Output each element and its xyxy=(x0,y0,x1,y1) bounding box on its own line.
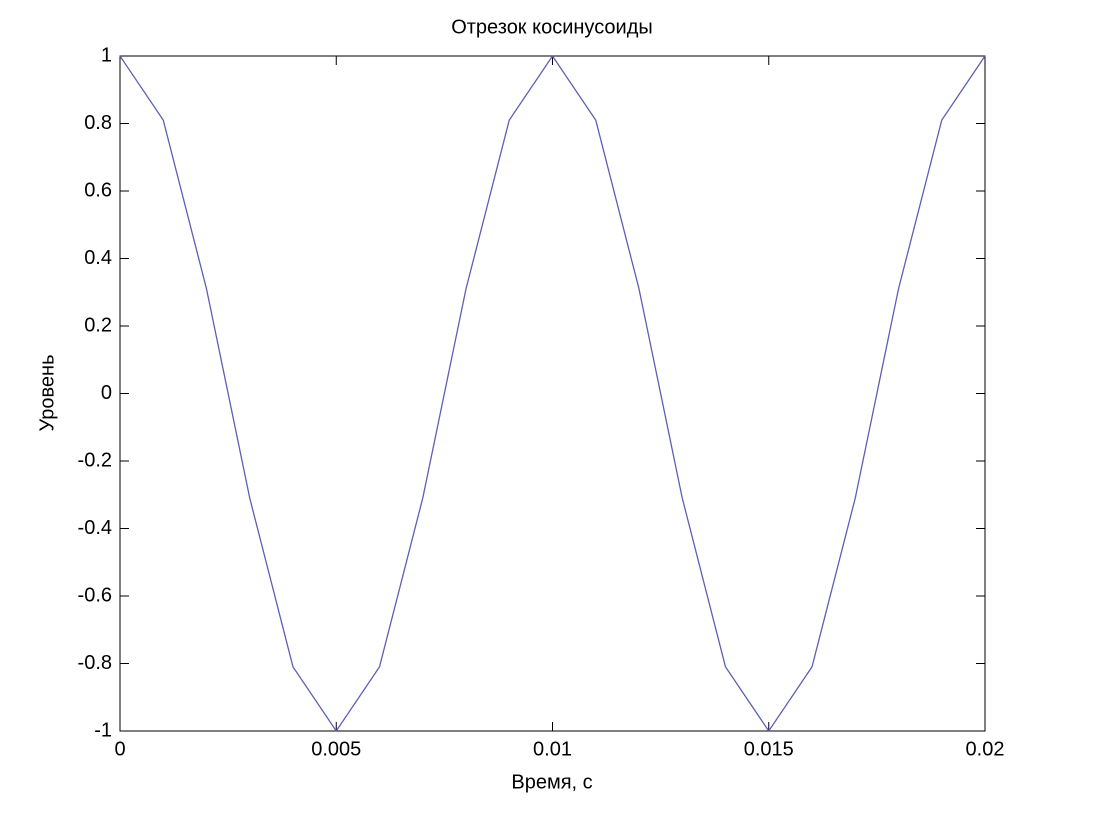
y-tick-label: 1 xyxy=(101,44,112,66)
plot-frame xyxy=(119,55,986,732)
x-tick-label: 0 xyxy=(114,738,125,760)
x-tick-label: 0.01 xyxy=(533,738,572,760)
y-tick-label: 0.4 xyxy=(84,247,112,269)
chart-title: Отрезок косинусоиды xyxy=(451,16,653,38)
y-axis-label: Уровень xyxy=(36,354,58,431)
y-tick-label: -0.4 xyxy=(78,517,112,539)
y-tick-label: 0.2 xyxy=(84,314,112,336)
x-axis-label: Время, с xyxy=(511,771,592,793)
data-line xyxy=(119,54,986,733)
y-tick-label: 0.6 xyxy=(84,179,112,201)
y-tick-label: -1 xyxy=(94,719,112,741)
y-tick-label: 0 xyxy=(101,382,112,404)
x-tick-label: 0.02 xyxy=(966,738,1005,760)
y-tick-label: -0.2 xyxy=(78,449,112,471)
y-tick-label: -0.8 xyxy=(78,652,112,674)
x-tick-label: 0.015 xyxy=(744,738,794,760)
x-tick-label: 0.005 xyxy=(311,738,361,760)
y-tick-label: -0.6 xyxy=(78,584,112,606)
y-tick-label: 0.8 xyxy=(84,112,112,134)
